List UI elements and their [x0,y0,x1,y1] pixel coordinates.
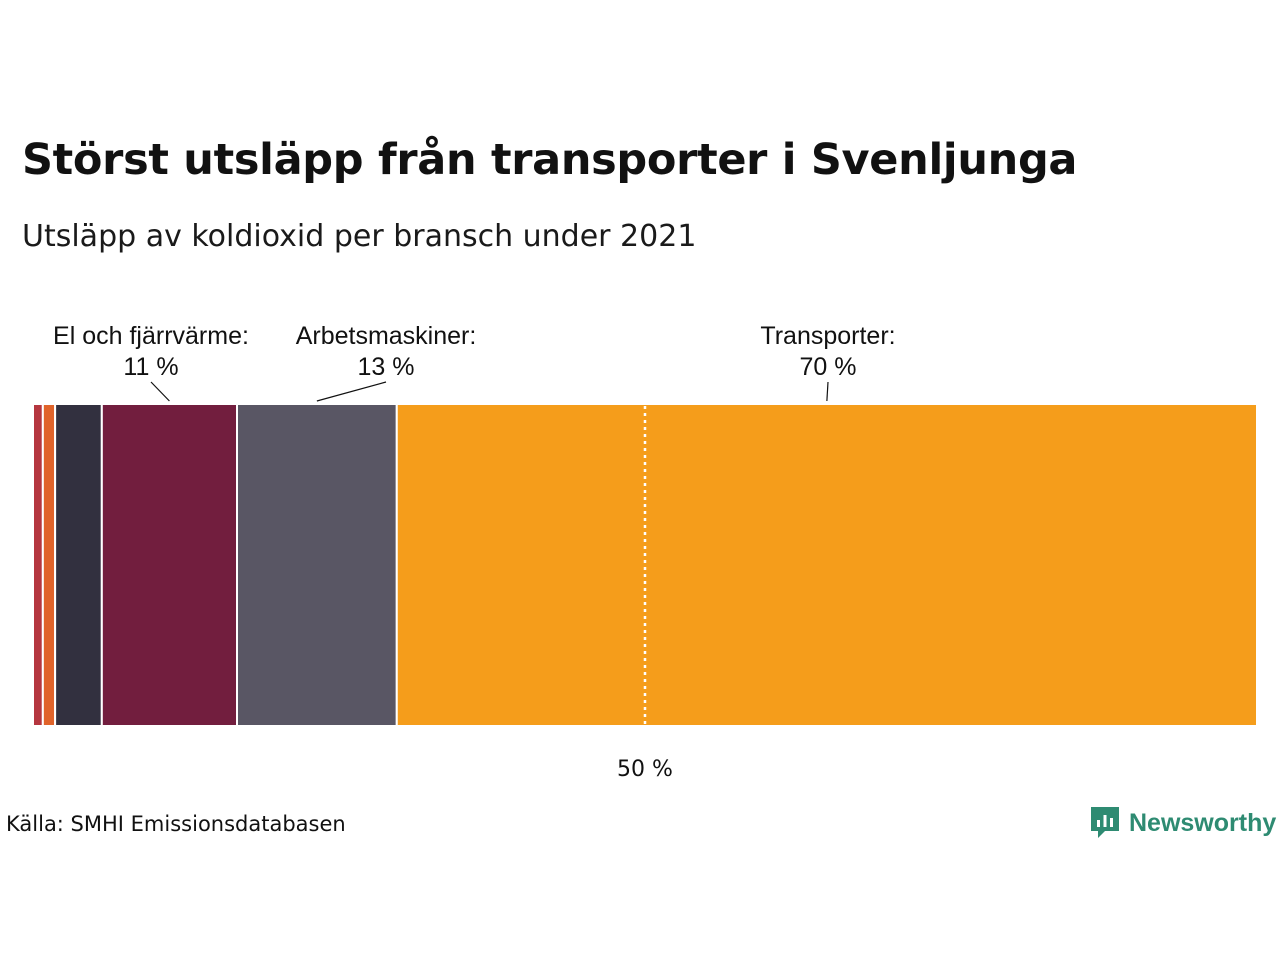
bar-segment-2 [41,403,57,727]
newsworthy-logo: Newsworthy [1089,803,1276,843]
reference-line-label: 50 % [617,757,673,782]
source-note: Källa: SMHI Emissionsdatabasen [6,812,346,836]
bar-segments [32,403,1258,727]
stacked-bar-chart: El och fjärrvärme: 11 % Arbetsmaskiner: 13 … [32,322,1258,782]
segment-label-4: El och fjärrvärme: [53,322,249,350]
newsworthy-chat-icon [1091,807,1119,838]
chart-title: Störst utsläpp från transporter i Svenlj… [22,135,1078,185]
segment-leader-line-6 [826,381,829,402]
segment-label-6: Transporter: [760,322,895,350]
segment-value-label-6: 70 % [800,353,857,381]
segment-value-label-5: 13 % [358,353,415,381]
segment-value-label-4: 11 % [123,353,178,381]
chart-subtitle: Utsläpp av koldioxid per bransch under 2… [22,219,697,254]
segment-label-5: Arbetsmaskiner: [296,322,477,350]
bar-segment-6 [395,403,1258,727]
segment-leader-line-4 [150,381,170,402]
bar-segment-5 [236,403,398,727]
segment-leader-line-5 [316,381,387,402]
logo-text: Newsworthy [1129,808,1277,837]
bar-segment-3 [54,403,103,727]
bar-annotations: El och fjärrvärme: 11 % Arbetsmaskiner: 13 … [53,322,896,402]
bar-segment-4 [100,403,238,727]
bar-segment-1 [32,403,44,727]
